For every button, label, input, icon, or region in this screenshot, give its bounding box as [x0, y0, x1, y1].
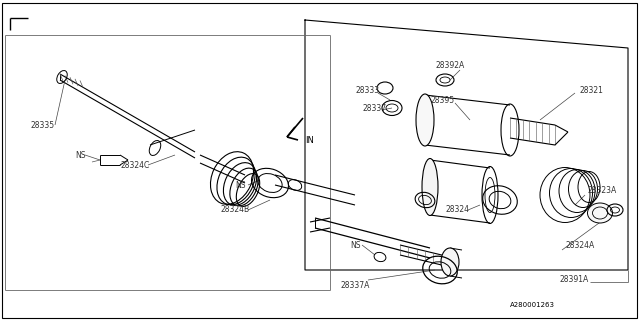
Text: 28395: 28395	[430, 95, 454, 105]
Text: NS: NS	[350, 241, 360, 250]
Text: 28324A: 28324A	[565, 241, 595, 250]
Text: 28324B: 28324B	[220, 205, 249, 214]
Text: 28391A: 28391A	[560, 276, 589, 284]
Ellipse shape	[422, 158, 438, 215]
Ellipse shape	[416, 94, 434, 146]
Text: 28324C: 28324C	[120, 161, 149, 170]
Ellipse shape	[588, 203, 612, 223]
Text: 28335: 28335	[30, 121, 54, 130]
Text: 28323A: 28323A	[588, 186, 617, 195]
Text: A280001263: A280001263	[510, 302, 555, 308]
Text: 28333: 28333	[355, 85, 379, 94]
Text: 28337A: 28337A	[340, 281, 369, 290]
Text: NS: NS	[235, 180, 246, 189]
Text: 28392A: 28392A	[435, 60, 464, 69]
Text: NS: NS	[75, 150, 86, 159]
Text: IN: IN	[305, 135, 314, 145]
Ellipse shape	[441, 248, 459, 276]
Text: 28337: 28337	[362, 103, 386, 113]
Text: 28324: 28324	[445, 205, 469, 214]
Text: 28321: 28321	[580, 85, 604, 94]
